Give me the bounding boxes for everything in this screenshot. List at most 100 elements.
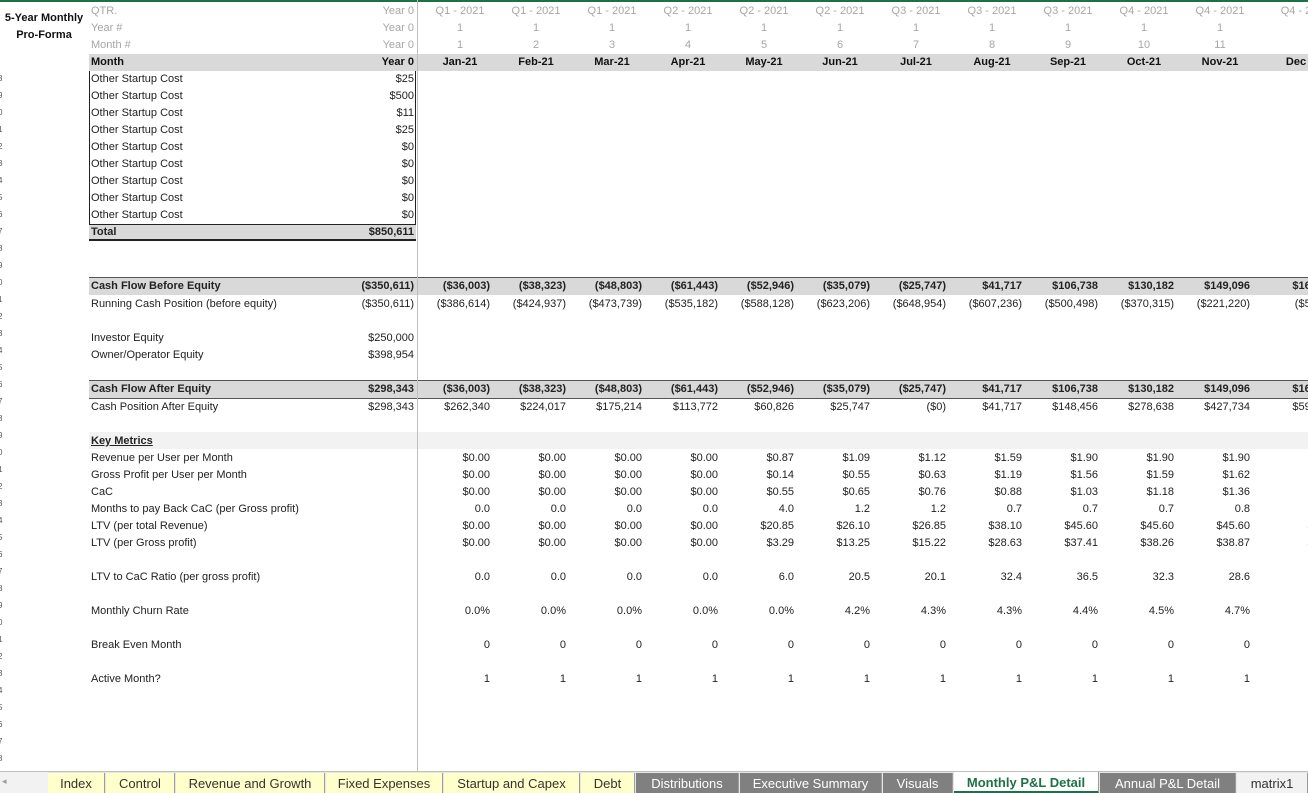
monthly-churn-rate-month-10[interactable]: 4.5% xyxy=(1148,605,1174,617)
key-metric-label[interactable]: Months to pay Back CaC (per Gross profit… xyxy=(91,503,299,515)
cash-flow-after-equity-month-12[interactable]: $167,6 xyxy=(1292,383,1308,395)
row-number[interactable]: 4 xyxy=(0,176,3,185)
row-number[interactable]: 3 xyxy=(0,669,3,678)
cash-flow-before-equity-month-2[interactable]: ($38,323) xyxy=(518,280,566,292)
key-metric-month-5[interactable]: $0.14 xyxy=(766,469,794,481)
row-number[interactable]: 9 xyxy=(0,601,3,610)
row-number[interactable]: 9 xyxy=(0,261,3,270)
sheet-tab-control[interactable]: Control xyxy=(106,773,175,793)
monthly-churn-rate-month-1[interactable]: 0.0% xyxy=(464,605,490,617)
cash-flow-after-equity-month-7[interactable]: ($25,747) xyxy=(898,383,946,395)
ltv-to-cac-ratio-month-4[interactable]: 0.0 xyxy=(702,571,718,583)
break-even-month-month-1[interactable]: 0 xyxy=(483,639,490,651)
month-month-6[interactable]: Jun-21 xyxy=(822,56,858,68)
key-metric-month-9[interactable]: $1.90 xyxy=(1070,452,1098,464)
key-metric-month-7[interactable]: $15.22 xyxy=(912,537,946,549)
break-even-month-month-10[interactable]: 0 xyxy=(1167,639,1174,651)
row-number[interactable]: 7 xyxy=(0,397,3,406)
month-month-1[interactable]: Jan-21 xyxy=(442,56,478,68)
active-month-month-12[interactable] xyxy=(1250,671,1308,688)
key-metric-month-4[interactable]: $0.00 xyxy=(690,452,718,464)
running-cash-position-month-3[interactable]: ($473,739) xyxy=(588,298,642,310)
cash-flow-before-equity-month-10[interactable]: $130,182 xyxy=(1128,280,1174,292)
break-even-month-month-9[interactable]: 0 xyxy=(1091,639,1098,651)
key-metric-month-8[interactable]: $1.19 xyxy=(994,469,1022,481)
row-number[interactable]: 6 xyxy=(0,720,3,729)
key-metric-month-2[interactable]: $0.00 xyxy=(538,469,566,481)
sheet-tab-monthly-p-l-detail[interactable]: Monthly P&L Detail xyxy=(954,772,1099,793)
key-metric-label[interactable]: LTV (per total Revenue) xyxy=(91,520,208,532)
qtr-month-4[interactable]: Q2 - 2021 xyxy=(663,5,713,17)
key-metric-month-2[interactable]: $0.00 xyxy=(538,537,566,549)
key-metric-month-3[interactable]: $0.00 xyxy=(614,469,642,481)
startup-total-label[interactable]: Total xyxy=(91,226,117,238)
key-metric-month-1[interactable]: $0.00 xyxy=(462,469,490,481)
key-metric-month-12[interactable] xyxy=(1250,501,1308,518)
year-num-month-8[interactable]: 1 xyxy=(988,22,996,34)
month-num-year0[interactable]: Year 0 xyxy=(382,39,414,51)
cash-flow-before-equity-month-8[interactable]: $41,717 xyxy=(982,280,1022,292)
running-cash-position-month-4[interactable]: ($535,182) xyxy=(664,298,718,310)
month-month-10[interactable]: Oct-21 xyxy=(1126,56,1162,68)
month-num-month-9[interactable]: 9 xyxy=(1064,39,1072,51)
running-cash-position-month-8[interactable]: ($607,236) xyxy=(968,298,1022,310)
cash-flow-after-equity-month-1[interactable]: ($36,003) xyxy=(442,383,490,395)
key-metric-month-2[interactable]: 0.0 xyxy=(550,503,566,515)
cash-flow-before-equity-year0[interactable]: ($350,611) xyxy=(361,280,414,292)
key-metric-month-11[interactable]: $38.87 xyxy=(1216,537,1250,549)
key-metric-month-12[interactable]: $1 xyxy=(1250,484,1308,501)
sheet-tab-debt[interactable]: Debt xyxy=(581,773,635,793)
cash-flow-after-equity-month-8[interactable]: $41,717 xyxy=(982,383,1022,395)
ltv-to-cac-ratio-month-7[interactable]: 20.1 xyxy=(924,571,946,583)
key-metric-month-10[interactable]: 0.7 xyxy=(1158,503,1174,515)
key-metric-month-5[interactable]: $20.85 xyxy=(760,520,794,532)
key-metric-month-3[interactable]: $0.00 xyxy=(614,486,642,498)
key-metric-month-9[interactable]: $45.60 xyxy=(1064,520,1098,532)
key-metric-month-7[interactable]: 1.2 xyxy=(930,503,946,515)
active-month-month-5[interactable]: 1 xyxy=(787,673,794,685)
key-metric-month-8[interactable]: $0.88 xyxy=(994,486,1022,498)
monthly-churn-rate-month-9[interactable]: 4.4% xyxy=(1072,605,1098,617)
key-metric-month-11[interactable]: $1.36 xyxy=(1222,486,1250,498)
year-num-month-9[interactable]: 1 xyxy=(1064,22,1072,34)
cash-flow-after-equity-month-3[interactable]: ($48,803) xyxy=(594,383,642,395)
cash-position-after-equity-month-5[interactable]: $60,826 xyxy=(754,401,794,413)
break-even-month-month-7[interactable]: 0 xyxy=(939,639,946,651)
key-metric-month-6[interactable]: $26.10 xyxy=(836,520,870,532)
row-number[interactable]: 7 xyxy=(0,737,3,746)
active-month-month-6[interactable]: 1 xyxy=(863,673,870,685)
row-number[interactable]: 5 xyxy=(0,533,3,542)
key-metrics-title[interactable]: Key Metrics xyxy=(91,435,153,447)
break-even-month-label[interactable]: Break Even Month xyxy=(91,639,182,651)
cash-position-after-equity-month-11[interactable]: $427,734 xyxy=(1204,401,1250,413)
cash-flow-before-equity-month-9[interactable]: $106,738 xyxy=(1052,280,1098,292)
key-metric-month-7[interactable]: $26.85 xyxy=(912,520,946,532)
cash-position-after-equity-month-8[interactable]: $41,717 xyxy=(982,401,1022,413)
key-metric-month-9[interactable]: $37.41 xyxy=(1064,537,1098,549)
qtr-month-7[interactable]: Q3 - 2021 xyxy=(891,5,941,17)
cash-position-after-equity-month-6[interactable]: $25,747 xyxy=(830,401,870,413)
key-metric-month-6[interactable]: 1.2 xyxy=(854,503,870,515)
sheet-tab-distributions[interactable]: Distributions xyxy=(636,773,739,793)
year-num-month-3[interactable]: 1 xyxy=(608,22,616,34)
key-metric-month-1[interactable]: $0.00 xyxy=(462,520,490,532)
investor-equity-label[interactable]: Investor Equity xyxy=(91,332,164,344)
monthly-churn-rate-month-6[interactable]: 4.2% xyxy=(844,605,870,617)
year-num-year0[interactable]: Year 0 xyxy=(382,22,414,34)
running-cash-position-month-12[interactable]: ($53,5 xyxy=(1294,298,1308,310)
cash-position-after-equity-month-7[interactable]: ($0) xyxy=(926,401,946,413)
sheet-tab-matrix1[interactable]: matrix1 xyxy=(1237,773,1308,793)
running-cash-position-month-5[interactable]: ($588,128) xyxy=(740,298,794,310)
break-even-month-month-8[interactable]: 0 xyxy=(1015,639,1022,651)
key-metric-month-5[interactable]: $3.29 xyxy=(766,537,794,549)
monthly-churn-rate-month-5[interactable]: 0.0% xyxy=(768,605,794,617)
month-month-2[interactable]: Feb-21 xyxy=(518,56,554,68)
month-num-month-6[interactable]: 6 xyxy=(836,39,844,51)
key-metric-month-5[interactable]: $0.55 xyxy=(766,486,794,498)
startup-cost-label[interactable]: Other Startup Cost xyxy=(91,158,183,170)
year-num-month-10[interactable]: 1 xyxy=(1140,22,1148,34)
running-cash-position-month-1[interactable]: ($386,614) xyxy=(436,298,490,310)
month-label[interactable]: Month xyxy=(91,56,124,68)
cash-flow-before-equity-month-4[interactable]: ($61,443) xyxy=(670,280,718,292)
running-cash-position-month-2[interactable]: ($424,937) xyxy=(512,298,566,310)
